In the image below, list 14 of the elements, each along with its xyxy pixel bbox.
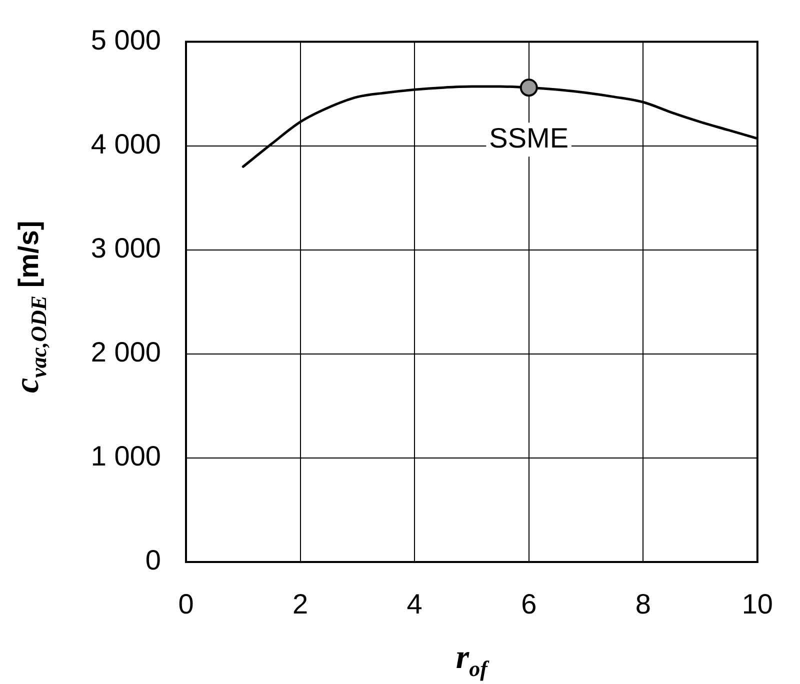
y-axis-title: cvac,ODE [m/s] [9,220,51,394]
x-tick-label: 0 [178,588,194,620]
x-tick-label: 2 [292,588,308,620]
y-tick-label: 3 000 [90,232,161,264]
y-tick-label: 4 000 [90,128,161,160]
y-tick-label: 0 [145,544,161,576]
y-tick-label: 2 000 [90,336,161,368]
x-tick-label: 4 [406,588,422,620]
x-tick-label: 8 [635,588,651,620]
annotation: SSME [489,122,569,154]
x-tick-label: 6 [521,588,537,620]
x-tick-label: 10 [742,588,774,620]
y-tick-label: 5 000 [90,24,161,56]
y-tick-label: 1 000 [90,440,161,472]
